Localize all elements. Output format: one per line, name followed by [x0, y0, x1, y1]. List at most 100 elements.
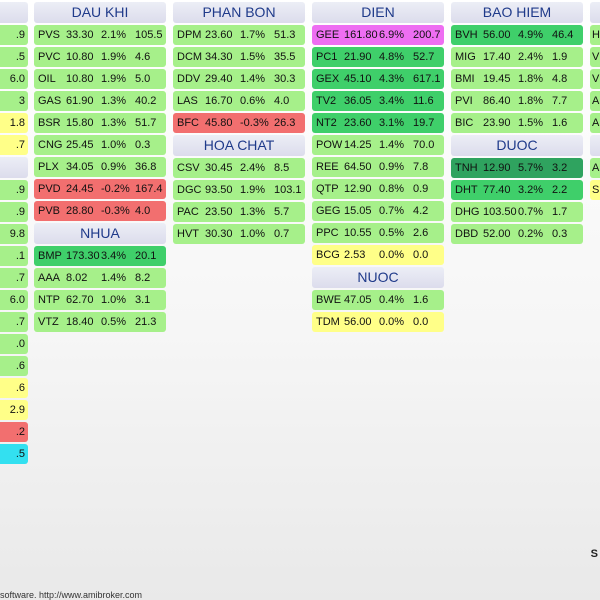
ticker-change: 1.4% — [379, 139, 405, 151]
ticker-volume: 4.8 — [552, 73, 568, 85]
ticker-row-dbd[interactable]: DBD 52.00 0.2% 0.3 — [451, 224, 583, 244]
ticker-row-dgc[interactable]: DGC 93.50 1.9% 103.1 — [173, 180, 305, 200]
ticker-change: 1.5% — [240, 51, 266, 63]
sector-column-3: DIEN GEE 161.80 6.9% 200.7 PC1 21.90 4.8% 52.7 GE… — [312, 2, 444, 334]
ticker-row-pvs[interactable]: PVS 33.30 2.1% 105.5 — [34, 25, 166, 45]
footer-text: software. http://www.amibroker.com — [0, 590, 143, 600]
ticker-row-vtz[interactable]: VTZ 18.40 0.5% 21.3 — [34, 312, 166, 332]
ticker-symbol: TNH — [455, 162, 478, 174]
ticker-price: 34.05 — [66, 161, 94, 173]
ticker-change: 3.4% — [101, 250, 127, 262]
ticker-change: 0.2% — [518, 228, 544, 240]
ticker-symbol: PVC — [38, 51, 61, 63]
ticker-row-gas[interactable]: GAS 61.90 1.3% 40.2 — [34, 91, 166, 111]
ticker-row-ntp[interactable]: NTP 62.70 1.0% 3.1 — [34, 290, 166, 310]
ticker-row-dpm[interactable]: DPM 23.60 1.7% 51.3 — [173, 25, 305, 45]
ticker-price: 77.40 — [483, 184, 511, 196]
ticker-change: -0.3% — [240, 117, 269, 129]
ticker-change: 0.0% — [379, 316, 405, 328]
ticker-row-bfc[interactable]: BFC 45.80 -0.3% 26.3 — [173, 113, 305, 133]
ticker-row-cng[interactable]: CNG 25.45 1.0% 0.3 — [34, 135, 166, 155]
ticker-row-mig[interactable]: MIG 17.40 2.4% 1.9 — [451, 47, 583, 67]
ticker-row-pc1[interactable]: PC1 21.90 4.8% 52.7 — [312, 47, 444, 67]
ticker-change: 1.8% — [518, 73, 544, 85]
ticker-change: 0.5% — [101, 316, 127, 328]
ticker-row-pvi[interactable]: PVI 86.40 1.8% 7.7 — [451, 91, 583, 111]
ticker-row-dht[interactable]: DHT 77.40 3.2% 2.2 — [451, 180, 583, 200]
ticker-change: 1.4% — [101, 272, 127, 284]
ticker-price: 103.50 — [483, 206, 517, 218]
ticker-price: 173.30 — [66, 250, 100, 262]
ticker-row-pvd[interactable]: PVD 24.45 -0.2% 167.4 — [34, 179, 166, 199]
ticker-price: 23.60 — [205, 29, 233, 41]
ticker-row-gee[interactable]: GEE 161.80 6.9% 200.7 — [312, 25, 444, 45]
ticker-row-aaa[interactable]: AAA 8.02 1.4% 8.2 — [34, 268, 166, 288]
ticker-symbol: BVH — [455, 29, 478, 41]
ticker-symbol: PC1 — [316, 51, 338, 63]
left-clipped-row: .5 — [0, 444, 28, 464]
ticker-price: 24.45 — [66, 183, 94, 195]
ticker-volume: 5.7 — [274, 206, 290, 218]
ticker-symbol: QTP — [316, 183, 339, 195]
ticker-symbol: GEE — [316, 29, 340, 41]
left-clipped-row: 2.9 — [0, 400, 28, 420]
ticker-change: 0.5% — [379, 227, 405, 239]
ticker-row-bmi[interactable]: BMI 19.45 1.8% 4.8 — [451, 69, 583, 89]
ticker-row-pow[interactable]: POW 14.25 1.4% 70.0 — [312, 135, 444, 155]
ticker-row-ree[interactable]: REE 64.50 0.9% 7.8 — [312, 157, 444, 177]
ticker-row-bic[interactable]: BIC 23.90 1.5% 1.6 — [451, 113, 583, 133]
ticker-price: 18.40 — [66, 316, 94, 328]
ticker-row-ddv[interactable]: DDV 29.40 1.4% 30.3 — [173, 69, 305, 89]
ticker-price: 23.60 — [344, 117, 372, 129]
sector-header-bao-hiem: BAO HIEM — [451, 2, 583, 23]
left-clipped-row: .6 — [0, 356, 28, 376]
ticker-row-pvc[interactable]: PVC 10.80 1.9% 4.6 — [34, 47, 166, 67]
ticker-change: 0.6% — [240, 95, 266, 107]
ticker-volume: 11.6 — [413, 95, 434, 107]
ticker-price: 10.55 — [344, 227, 372, 239]
ticker-row-tnh[interactable]: TNH 12.90 5.7% 3.2 — [451, 158, 583, 178]
ticker-row-dhg[interactable]: DHG 103.50 0.7% 1.7 — [451, 202, 583, 222]
ticker-row-gex[interactable]: GEX 45.10 4.3% 617.1 — [312, 69, 444, 89]
ticker-row-hvt[interactable]: HVT 30.30 1.0% 0.7 — [173, 224, 305, 244]
ticker-symbol: PVD — [38, 183, 61, 195]
ticker-change: 0.9% — [101, 161, 127, 173]
ticker-symbol: PVI — [455, 95, 473, 107]
ticker-volume: 105.5 — [135, 29, 163, 41]
ticker-row-bcg[interactable]: BCG 2.53 0.0% 0.0 — [312, 245, 444, 265]
ticker-row-bvh[interactable]: BVH 56.00 4.9% 46.4 — [451, 25, 583, 45]
ticker-price: 61.90 — [66, 95, 94, 107]
ticker-price: 28.80 — [66, 205, 94, 217]
left-clipped-row: 3 — [0, 91, 28, 111]
ticker-row-bsr[interactable]: BSR 15.80 1.3% 51.7 — [34, 113, 166, 133]
ticker-row-tdm[interactable]: TDM 56.00 0.0% 0.0 — [312, 312, 444, 332]
ticker-row-bwe[interactable]: BWE 47.05 0.4% 1.6 — [312, 290, 444, 310]
ticker-row-bmp[interactable]: BMP 173.30 3.4% 20.1 — [34, 246, 166, 266]
ticker-row-pvb[interactable]: PVB 28.80 -0.3% 4.0 — [34, 201, 166, 221]
ticker-change: 0.7% — [518, 206, 544, 218]
ticker-symbol: BMP — [38, 250, 62, 262]
ticker-row-oil[interactable]: OIL 10.80 1.9% 5.0 — [34, 69, 166, 89]
ticker-volume: 3.1 — [135, 294, 151, 306]
ticker-row-plx[interactable]: PLX 34.05 0.9% 36.8 — [34, 157, 166, 177]
ticker-change: 1.8% — [518, 95, 544, 107]
ticker-row-ppc[interactable]: PPC 10.55 0.5% 2.6 — [312, 223, 444, 243]
ticker-row-nt2[interactable]: NT2 23.60 3.1% 19.7 — [312, 113, 444, 133]
ticker-row-qtp[interactable]: QTP 12.90 0.8% 0.9 — [312, 179, 444, 199]
ticker-row-las[interactable]: LAS 16.70 0.6% 4.0 — [173, 91, 305, 111]
ticker-row-pac[interactable]: PAC 23.50 1.3% 5.7 — [173, 202, 305, 222]
left-clipped-header — [0, 157, 28, 178]
ticker-price: 23.90 — [483, 117, 511, 129]
ticker-volume: 4.0 — [135, 205, 151, 217]
ticker-row-tv2[interactable]: TV2 36.05 3.4% 11.6 — [312, 91, 444, 111]
ticker-change: 1.9% — [101, 51, 127, 63]
ticker-row-dcm[interactable]: DCM 34.30 1.5% 35.5 — [173, 47, 305, 67]
ticker-symbol: VTZ — [38, 316, 59, 328]
ticker-symbol: DBD — [455, 228, 479, 240]
ticker-change: 2.4% — [240, 162, 266, 174]
ticker-volume: 5.0 — [135, 73, 151, 85]
ticker-volume: 70.0 — [413, 139, 435, 151]
left-clipped-header — [0, 2, 28, 23]
ticker-row-geg[interactable]: GEG 15.05 0.7% 4.2 — [312, 201, 444, 221]
ticker-row-csv[interactable]: CSV 30.45 2.4% 8.5 — [173, 158, 305, 178]
